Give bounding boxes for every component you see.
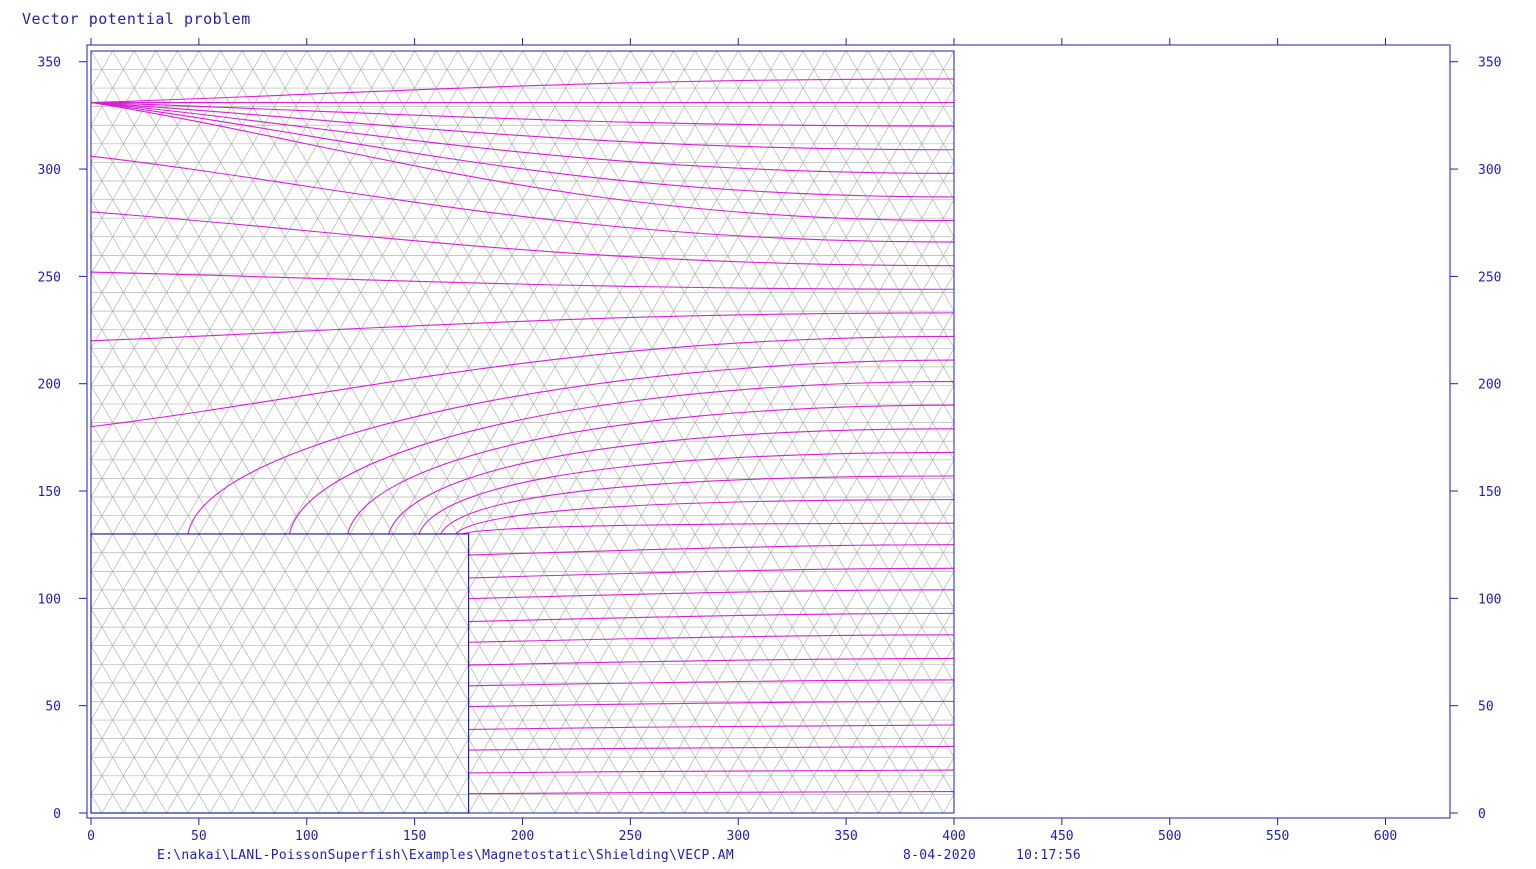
x-tick-label-600: 600: [1374, 829, 1397, 844]
field-line-6: [468, 657, 955, 666]
x-tick-label-300: 300: [727, 829, 750, 844]
x-tick-label-350: 350: [834, 829, 857, 844]
field-line-20: [90, 335, 955, 428]
field-line-7: [468, 634, 955, 643]
field-line-15: [418, 451, 955, 535]
x-tick-label-450: 450: [1050, 829, 1073, 844]
footer-date: 8-04-2020: [903, 848, 976, 863]
y-tick-label-right-0: 0: [1478, 807, 1486, 822]
field-line-28: [90, 101, 955, 151]
y-tick-label-right-250: 250: [1478, 270, 1501, 285]
field-line-10: [468, 567, 955, 579]
x-tick-label-250: 250: [619, 829, 642, 844]
field-line-13: [455, 499, 955, 535]
field-line-26: [90, 101, 955, 198]
field-line-11: [468, 544, 955, 556]
x-tick-label-150: 150: [403, 829, 426, 844]
x-tick-label-100: 100: [295, 829, 318, 844]
field-line-23: [90, 211, 955, 267]
field-line-12: [461, 522, 955, 535]
y-tick-label-right-50: 50: [1478, 700, 1494, 715]
x-tick-label-200: 200: [511, 829, 534, 844]
y-tick-label-left-100: 100: [38, 592, 61, 607]
field-lines-layer: [90, 78, 955, 795]
mesh-layer: [91, 51, 954, 813]
y-tick-label-right-300: 300: [1478, 163, 1501, 178]
y-tick-label-right-100: 100: [1478, 592, 1501, 607]
field-line-27: [90, 101, 955, 174]
field-line-8: [468, 612, 955, 623]
footer-time: 10:17:56: [1016, 848, 1081, 863]
y-tick-label-right-200: 200: [1478, 378, 1501, 393]
x-tick-label-550: 550: [1266, 829, 1289, 844]
y-tick-label-left-150: 150: [38, 485, 61, 500]
shield-boundary: [90, 533, 470, 814]
frame-layer: [86, 44, 1451, 819]
field-line-14: [440, 475, 955, 535]
field-line-3: [468, 724, 955, 730]
y-tick-label-left-350: 350: [38, 56, 61, 71]
field-line-29: [90, 101, 955, 127]
problem-boundary: [90, 50, 955, 814]
y-tick-label-left-50: 50: [45, 700, 61, 715]
field-line-25: [90, 101, 955, 222]
y-tick-label-right-150: 150: [1478, 485, 1501, 500]
field-line-0: [468, 790, 955, 795]
ticks-layer: 0 50 100 150 200 250 300 350 400 450 500 550 600 0 0 50…: [38, 38, 1501, 844]
y-tick-label-left-0: 0: [53, 807, 61, 822]
y-tick-label-left-250: 250: [38, 270, 61, 285]
footer-file-path: E:\nakai\LANL-PoissonSuperfish\Examples\…: [157, 848, 734, 863]
field-line-16: [388, 428, 955, 535]
field-line-17: [347, 404, 955, 535]
field-line-2: [468, 745, 955, 751]
field-line-19: [187, 359, 955, 535]
y-tick-label-left-200: 200: [38, 378, 61, 393]
x-tick-label-500: 500: [1158, 829, 1181, 844]
field-line-31: [90, 78, 955, 104]
axes-frame: [86, 44, 1451, 819]
plot-title: Vector potential problem: [22, 10, 251, 28]
y-tick-label-right-350: 350: [1478, 56, 1501, 71]
triangular-mesh: [91, 51, 954, 813]
x-tick-label-0: 0: [87, 829, 95, 844]
field-line-18: [288, 381, 955, 535]
x-tick-label-400: 400: [942, 829, 965, 844]
y-tick-label-left-300: 300: [38, 163, 61, 178]
field-line-4: [468, 700, 955, 708]
field-line-1: [468, 769, 955, 774]
field-line-21: [90, 312, 955, 342]
field-line-5: [468, 679, 955, 687]
x-tick-label-50: 50: [191, 829, 207, 844]
field-line-24: [90, 155, 955, 243]
field-line-22: [90, 271, 955, 290]
field-line-9: [468, 589, 955, 600]
